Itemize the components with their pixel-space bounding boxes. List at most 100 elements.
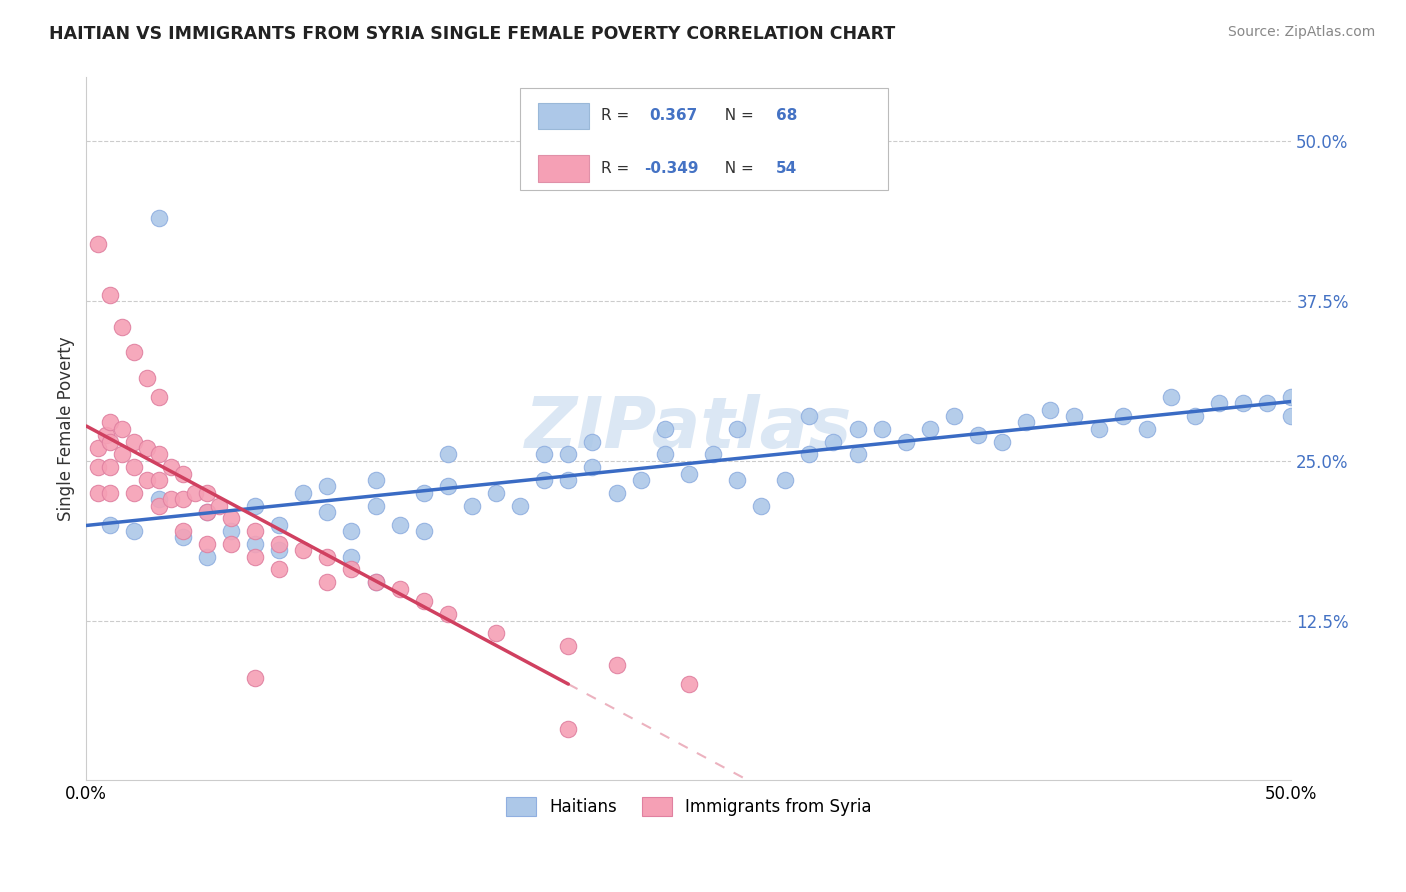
Point <box>172 492 194 507</box>
Point <box>1184 409 1206 423</box>
Point <box>124 460 146 475</box>
Point <box>1063 409 1085 423</box>
Point <box>581 460 603 475</box>
Point <box>1111 409 1133 423</box>
Point <box>509 499 531 513</box>
Point <box>1160 390 1182 404</box>
Point <box>124 434 146 449</box>
Point <box>100 287 122 301</box>
Point <box>436 479 458 493</box>
Point <box>412 594 434 608</box>
Point <box>292 485 315 500</box>
Point <box>219 511 242 525</box>
Point <box>269 562 291 576</box>
Point <box>725 473 748 487</box>
Point <box>87 460 110 475</box>
FancyBboxPatch shape <box>520 88 887 190</box>
Point <box>1279 409 1302 423</box>
Point <box>557 447 579 461</box>
Point <box>208 499 231 513</box>
Point <box>461 499 484 513</box>
Point <box>100 434 122 449</box>
Text: R =: R = <box>600 161 634 177</box>
Point <box>702 447 724 461</box>
Point <box>1136 422 1159 436</box>
Point <box>195 505 218 519</box>
Point <box>135 441 157 455</box>
Point <box>111 447 134 461</box>
Point <box>846 447 869 461</box>
Point <box>124 485 146 500</box>
Point <box>967 428 990 442</box>
FancyBboxPatch shape <box>538 155 589 182</box>
Point <box>111 319 134 334</box>
Point <box>243 671 266 685</box>
Point <box>1087 422 1109 436</box>
Point <box>316 505 339 519</box>
Text: 54: 54 <box>776 161 797 177</box>
Point <box>219 524 242 538</box>
Point <box>87 441 110 455</box>
Text: R =: R = <box>600 108 634 123</box>
Point <box>991 434 1014 449</box>
Point <box>605 658 627 673</box>
Text: 68: 68 <box>776 108 797 123</box>
Text: 0.367: 0.367 <box>650 108 697 123</box>
Point <box>219 537 242 551</box>
Point <box>148 499 170 513</box>
Point <box>1015 416 1038 430</box>
Point <box>87 485 110 500</box>
Point <box>581 434 603 449</box>
Point <box>364 575 387 590</box>
Point <box>340 549 363 564</box>
Point <box>364 575 387 590</box>
Point <box>388 517 411 532</box>
Point <box>172 467 194 481</box>
Text: Source: ZipAtlas.com: Source: ZipAtlas.com <box>1227 25 1375 39</box>
Point <box>654 447 676 461</box>
Point <box>364 473 387 487</box>
Point <box>773 473 796 487</box>
Point <box>533 473 555 487</box>
Point <box>184 485 207 500</box>
Point <box>100 517 122 532</box>
Point <box>269 537 291 551</box>
Point <box>605 485 627 500</box>
Point <box>100 485 122 500</box>
Point <box>111 422 134 436</box>
Point <box>135 370 157 384</box>
Y-axis label: Single Female Poverty: Single Female Poverty <box>58 336 75 521</box>
Point <box>557 639 579 653</box>
Point <box>159 460 181 475</box>
Text: N =: N = <box>716 161 759 177</box>
Point <box>388 582 411 596</box>
Point <box>148 473 170 487</box>
Point <box>172 531 194 545</box>
Point <box>557 722 579 736</box>
Point <box>1039 402 1062 417</box>
Text: ZIPatlas: ZIPatlas <box>524 394 852 463</box>
Point <box>269 543 291 558</box>
Point <box>243 499 266 513</box>
Point <box>340 562 363 576</box>
Legend: Haitians, Immigrants from Syria: Haitians, Immigrants from Syria <box>498 789 880 825</box>
Point <box>485 485 508 500</box>
Point <box>364 499 387 513</box>
Point <box>243 549 266 564</box>
Point <box>436 447 458 461</box>
Point <box>678 467 700 481</box>
Point <box>269 517 291 532</box>
Point <box>412 485 434 500</box>
Point <box>436 607 458 622</box>
Point <box>942 409 965 423</box>
Point <box>243 537 266 551</box>
Point <box>846 422 869 436</box>
Point <box>159 492 181 507</box>
FancyBboxPatch shape <box>538 103 589 129</box>
Point <box>749 499 772 513</box>
Point <box>195 505 218 519</box>
Point <box>823 434 845 449</box>
Point <box>1279 390 1302 404</box>
Point <box>316 549 339 564</box>
Point <box>94 428 117 442</box>
